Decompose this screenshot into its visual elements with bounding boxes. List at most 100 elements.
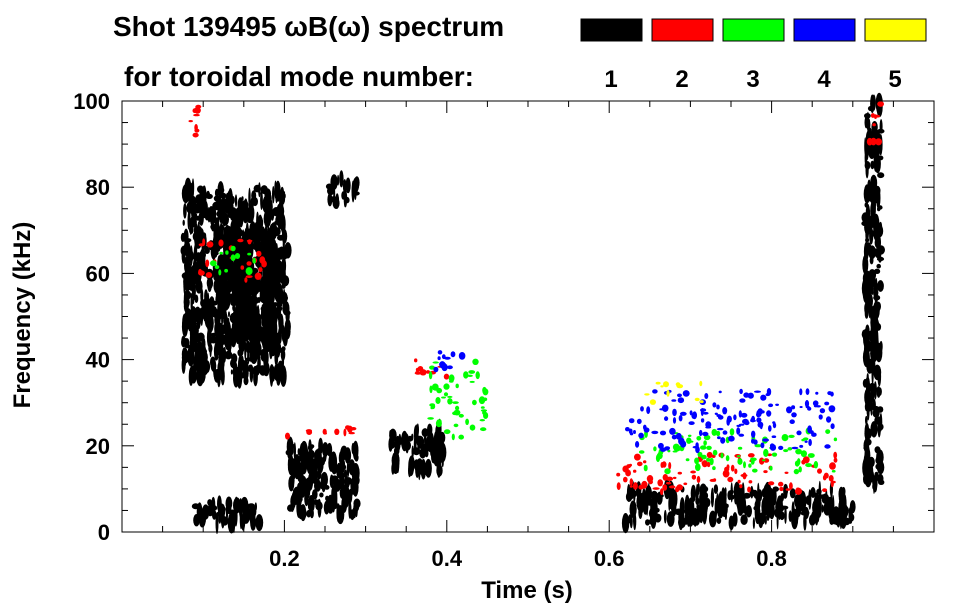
y-tick-label: 40 [86,348,110,373]
spectral-mark-mode-1 [416,435,425,448]
spectral-mark-mode-3 [750,457,755,465]
spectral-mark-mode-1 [877,388,880,395]
spectral-mark-mode-1 [252,243,259,250]
spectral-mark-mode-1 [875,323,882,331]
spectral-mark-mode-3 [762,459,766,462]
spectral-mark-mode-1 [250,514,257,531]
spectral-mark-mode-1 [181,249,186,264]
spectral-mark-mode-1 [875,301,881,312]
mode-2-activity-region [198,238,267,283]
spectral-mark-mode-4 [754,390,761,393]
spectral-mark-mode-1 [640,492,645,508]
spectral-mark-mode-2 [789,482,793,490]
spectral-mark-mode-3 [482,386,487,394]
spectral-mark-mode-1 [870,160,875,170]
spectral-mark-mode-1 [869,215,872,226]
spectral-mark-mode-4 [830,423,835,430]
spectral-mark-mode-1 [210,360,217,372]
spectral-mark-mode-1 [263,336,272,353]
spectral-mark-mode-4 [747,392,754,399]
spectral-mark-mode-1 [195,342,200,358]
spectral-mark-mode-3 [794,460,800,467]
mode-2-activity-region [188,104,202,138]
spectral-mark-mode-3 [432,361,439,364]
mode-4-activity-region [433,350,466,373]
spectral-mark-mode-2 [690,470,696,474]
spectral-mark-mode-1 [235,296,243,307]
spectral-mark-mode-2 [872,123,876,127]
spectral-mark-mode-1 [354,188,357,201]
spectral-mark-mode-2 [247,239,252,245]
spectral-mark-mode-1 [663,509,667,524]
spectral-mark-mode-4 [679,411,687,416]
spectral-mark-mode-1 [721,487,726,504]
spectral-mark-mode-1 [306,454,315,475]
spectral-mark-mode-2 [616,482,621,490]
spectral-mark-mode-2 [747,453,755,458]
spectral-mark-mode-4 [818,414,823,420]
spectral-mark-mode-4 [636,418,642,425]
spectral-mark-mode-4 [716,427,724,431]
spectral-mark-mode-3 [800,450,808,458]
spectral-mark-mode-2 [657,479,663,487]
spectral-mark-mode-1 [877,172,885,179]
spectral-mark-mode-1 [876,187,881,209]
spectral-mark-mode-1 [278,309,282,331]
spectral-mark-mode-4 [688,421,695,425]
plot-area [180,92,885,535]
spectral-mark-mode-1 [340,463,347,471]
spectral-mark-mode-1 [277,360,284,373]
spectral-mark-mode-4 [722,430,728,435]
spectral-mark-mode-1 [831,495,835,516]
spectral-mark-mode-1 [248,187,251,208]
spectral-mark-mode-1 [304,452,309,460]
spectral-mark-mode-1 [263,209,272,228]
spectral-mark-mode-2 [206,241,214,248]
spectral-mark-mode-3 [447,398,453,405]
spectral-mark-mode-1 [389,430,392,436]
spectral-mark-mode-1 [740,514,748,525]
spectral-mark-mode-3 [429,365,435,370]
spectral-mark-mode-4 [757,421,764,428]
spectral-mark-mode-1 [219,187,225,193]
spectral-mark-mode-1 [276,281,280,297]
mode-1-activity-region [621,478,856,534]
spectral-mark-mode-2 [633,469,637,473]
spectral-mark-mode-1 [194,332,201,343]
spectral-mark-mode-1 [187,182,194,204]
spectral-mark-mode-1 [862,278,868,295]
spectral-mark-mode-3 [643,464,648,472]
spectral-mark-mode-1 [256,313,262,329]
spectral-mark-mode-4 [702,431,709,437]
spectral-mark-mode-1 [219,304,223,310]
spectral-mark-mode-1 [273,256,276,269]
spectral-mark-mode-2 [778,481,784,487]
spectral-mark-mode-3 [210,260,217,267]
spectral-mark-mode-4 [728,435,735,442]
spectral-mark-mode-1 [821,504,824,513]
spectral-mark-mode-3 [787,447,793,451]
spectral-mark-mode-1 [646,485,652,496]
spectral-mark-mode-4 [671,399,677,402]
spectral-mark-mode-1 [299,450,306,463]
spectral-mark-mode-2 [193,113,200,117]
spectral-mark-mode-2 [306,429,313,436]
spectral-mark-mode-1 [783,490,788,499]
spectral-mark-mode-1 [880,457,883,469]
spectral-mark-mode-2 [343,428,347,437]
spectral-mark-mode-1 [719,505,723,518]
spectral-mark-mode-3 [447,395,453,398]
spectral-mark-mode-1 [249,336,255,357]
spectral-mark-mode-4 [824,401,830,406]
spectral-mark-mode-3 [802,437,809,441]
spectral-mark-mode-4 [671,434,677,440]
spectral-mark-mode-4 [672,408,677,417]
spectral-mark-mode-1 [269,282,272,303]
spectral-mark-mode-1 [287,439,290,456]
spectral-mark-mode-3 [763,448,769,457]
spectral-mark-mode-1 [227,512,236,534]
spectral-mark-mode-2 [629,463,632,467]
spectral-mark-mode-4 [775,403,779,406]
spectral-mark-mode-4 [718,390,722,394]
spectral-mark-mode-1 [864,161,871,170]
